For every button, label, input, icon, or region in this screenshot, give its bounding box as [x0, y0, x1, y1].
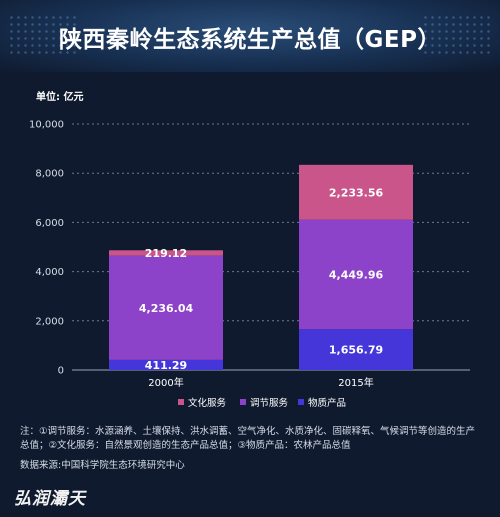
data-label: 4,449.96 [329, 269, 384, 282]
page-title: 陕西秦岭生态系统生产总值（GEP） [59, 27, 441, 53]
note-text: 注：①调节服务：水源涵养、土壤保持、洪水调蓄、空气净化、水质净化、固碳释氧、气候… [20, 426, 476, 451]
legend-swatch-material [298, 399, 304, 405]
x-tick-label: 2015年 [338, 376, 373, 389]
bar-regulation [299, 219, 413, 330]
bar-culture [109, 250, 223, 256]
legend-label-material: 物质产品 [308, 397, 346, 409]
bar-material [109, 359, 223, 370]
legend-label-culture: 文化服务 [188, 397, 227, 409]
y-tick-label: 4,000 [35, 267, 64, 278]
x-tick-label: 2000年 [148, 376, 183, 389]
data-label: 219.12 [145, 247, 187, 260]
bar-culture [299, 164, 413, 220]
legend-label-regulation: 调节服务 [250, 397, 289, 409]
chart-notes: 注：①调节服务：水源涵养、土壤保持、洪水调蓄、空气净化、水质净化、固碳释氧、气候… [20, 425, 482, 473]
legend-swatch-regulation [240, 399, 246, 405]
data-source: 数据来源:中国科学院生态环境研究中心 [20, 460, 185, 471]
data-label: 2,233.56 [329, 186, 384, 199]
data-label: 411.29 [145, 359, 187, 372]
y-tick-label: 8,000 [35, 169, 64, 180]
y-tick-label: 0 [58, 366, 64, 377]
y-tick-label: 10,000 [29, 120, 64, 131]
unit-label: 单位: 亿元 [36, 90, 83, 103]
legend-swatch-culture [178, 399, 184, 405]
y-tick-label: 6,000 [35, 218, 64, 229]
bar-material [299, 329, 413, 370]
y-tick-label: 2,000 [35, 316, 64, 327]
stacked-bar-chart: 单位: 亿元 0 2,000 4,000 6,000 8,000 10,000 411.29 4… [29, 90, 470, 409]
data-label: 1,656.79 [329, 344, 383, 357]
brand-logo: 弘润灞天 [14, 489, 86, 509]
data-label: 4,236.04 [139, 302, 194, 315]
header-banner [0, 0, 500, 72]
bar-regulation [109, 255, 223, 360]
